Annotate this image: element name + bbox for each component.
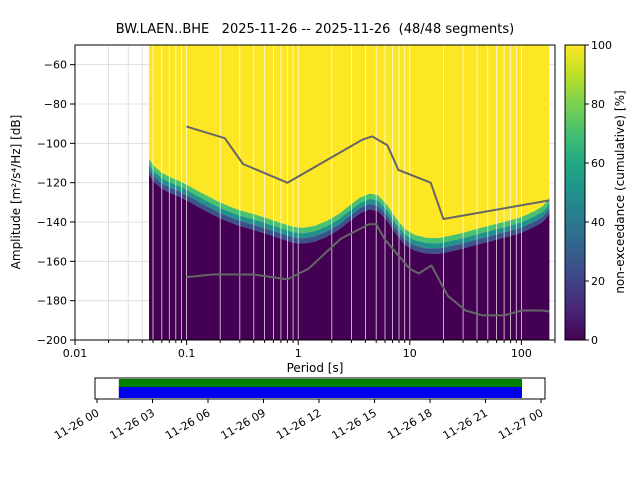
timeline-tick-label: 11-26 18 (385, 406, 434, 442)
x-tick-label: 0.01 (63, 347, 88, 360)
timeline-coverage-top (118, 379, 523, 387)
y-tick-label: −80 (44, 98, 67, 111)
timeline-tick-label: 11-26 00 (52, 406, 101, 442)
timeline-tick-label: 11-26 12 (274, 406, 323, 442)
white-gridlines (152, 45, 522, 340)
timeline-ticks: 11-26 00 11-26 03 11-26 06 11-26 09 11-26 12… (52, 399, 546, 442)
timeline-coverage-bottom (118, 387, 523, 398)
timeline-tick-label: 11-26 15 (330, 406, 379, 442)
ppsd-region-low (149, 174, 550, 340)
y-tick-label: −140 (37, 216, 67, 229)
colorbar-tick-label: 0 (591, 334, 598, 347)
plot-layer: 0.01 0.1 1 10 100−60−80−100−120−140−160−180−… (37, 39, 612, 442)
y-ticks: −60 −80 −100 −120 −140 −160 −180 −200 (37, 59, 75, 347)
y-tick-label: −180 (37, 295, 67, 308)
colorbar-frame (564, 44, 586, 341)
colorbar-tick-label: 20 (591, 275, 605, 288)
noise-model-low-line (186, 223, 550, 317)
colorbar-tick-label: 100 (591, 39, 612, 52)
colorbar-tick-label: 80 (591, 98, 605, 111)
x-axis-label: Period [s] (287, 361, 344, 375)
ppsd-region-high (149, 45, 550, 239)
timeline-tick-label: 11-27 00 (496, 406, 545, 442)
plot-title: BW.LAEN..BHE 2025-11-26 -- 2025-11-26 (4… (116, 22, 514, 37)
colorbar-tick-label: 40 (591, 216, 605, 229)
colorbar-tick-label: 60 (591, 157, 605, 170)
colorbar-ticks: 0 20 40 60 80 100 (585, 39, 612, 347)
y-tick-label: −160 (37, 255, 67, 268)
axes-frame (74, 44, 556, 341)
y-tick-label: −120 (37, 177, 67, 190)
timeline-tick-label: 11-26 06 (163, 406, 212, 442)
colorbar-gradient (565, 45, 585, 340)
timeline-tick-label: 11-26 09 (219, 406, 268, 442)
noise-model-high-line (186, 125, 550, 220)
colorbar-label: non-exceedance (cumulative) [%] (613, 90, 627, 293)
x-tick-label: 100 (511, 347, 532, 360)
y-axis-label: Amplitude [m²/s⁴/Hz] [dB] (9, 115, 23, 270)
y-tick-label: −60 (44, 59, 67, 72)
x-tick-label: 0.1 (178, 347, 196, 360)
timeline-tick-label: 11-26 21 (441, 406, 490, 442)
y-tick-label: −100 (37, 137, 67, 150)
x-tick-label: 10 (403, 347, 417, 360)
x-tick-label: 1 (295, 347, 302, 360)
timeline-tick-label: 11-26 03 (108, 406, 157, 442)
x-ticks: 0.01 0.1 1 10 100 (63, 340, 556, 360)
y-tick-label: −200 (37, 334, 67, 347)
